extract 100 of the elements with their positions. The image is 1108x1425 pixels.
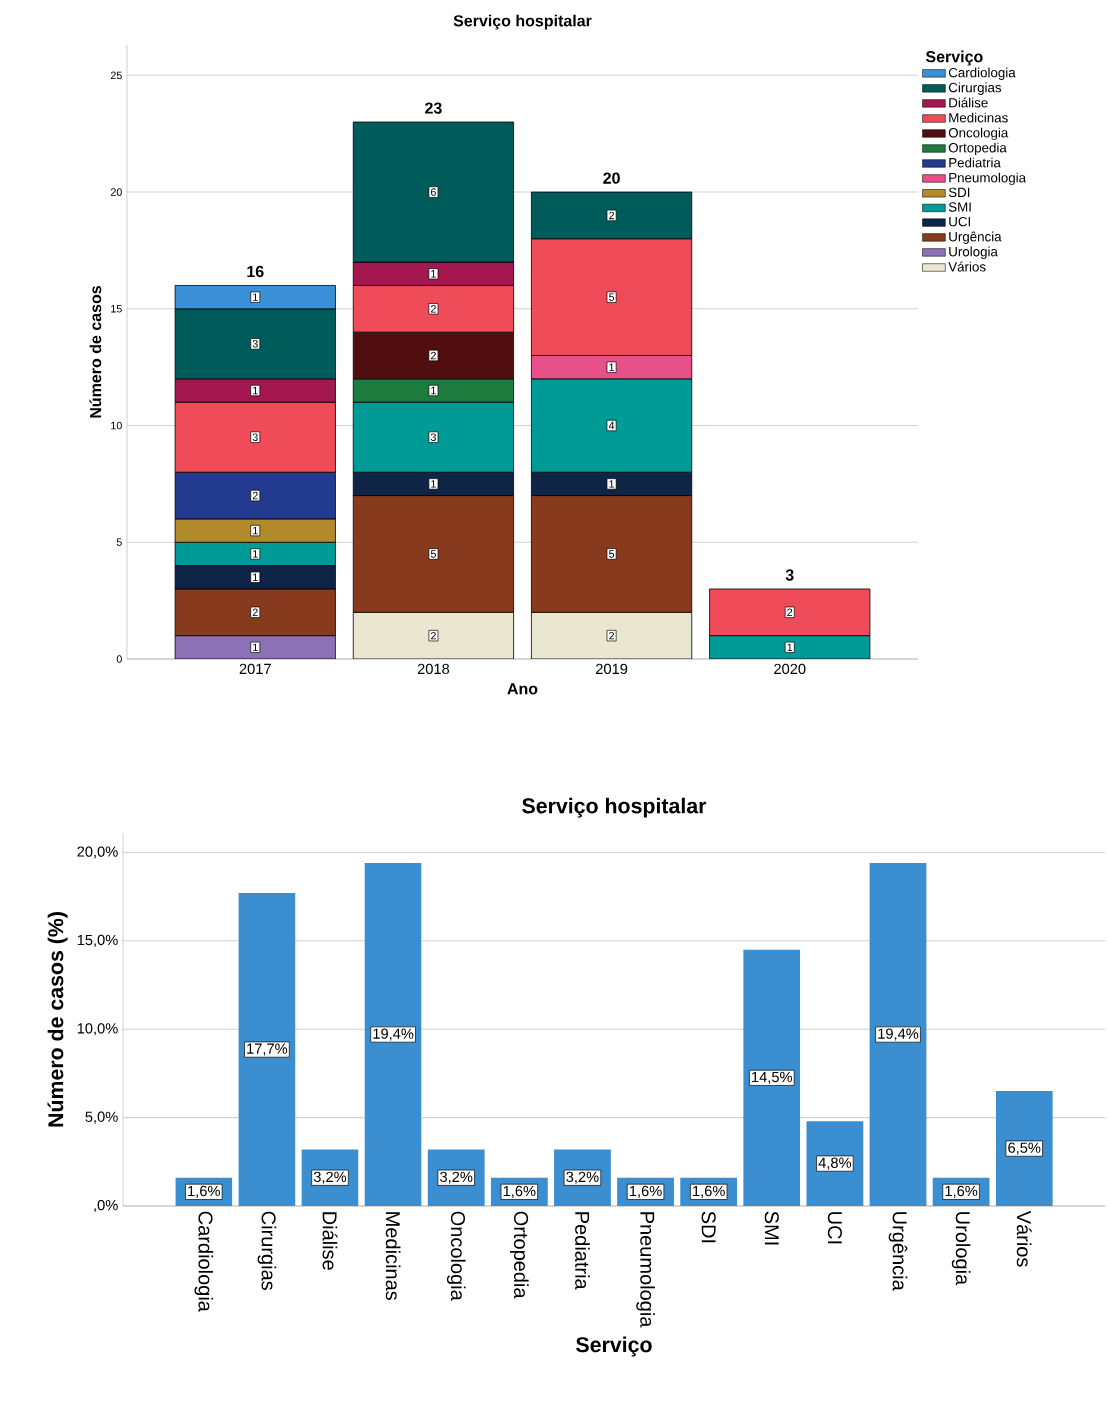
- y-tick-label: 20,0%: [77, 846, 118, 859]
- y-tick-label: ,0%: [94, 1199, 118, 1213]
- data-label: 2: [609, 631, 615, 640]
- bar: [869, 863, 927, 1206]
- legend-label: Pneumologia: [949, 172, 1027, 186]
- data-label: 2: [431, 631, 436, 640]
- data-label: 1: [253, 293, 258, 301]
- bar: [995, 1091, 1053, 1206]
- data-label: 1: [431, 270, 436, 278]
- data-label: 14,5%: [752, 1071, 793, 1084]
- x-tick-label: Vários: [1016, 1210, 1032, 1267]
- total-label: 20: [603, 172, 620, 184]
- y-tick-label: 20: [110, 188, 122, 196]
- x-axis-title: Ano: [507, 683, 538, 695]
- data-label: 2: [431, 351, 436, 360]
- legend-label: SMI: [948, 202, 971, 212]
- data-label: 2: [252, 608, 258, 617]
- y-tick-label: 10: [111, 421, 122, 430]
- data-label: 1: [431, 386, 436, 395]
- y-axis-title: Número de casos (%): [47, 912, 68, 1127]
- data-label: 1: [253, 550, 258, 558]
- data-label: 6: [431, 188, 436, 196]
- data-label: 1: [253, 386, 258, 395]
- data-label: 5: [430, 550, 436, 558]
- data-label: 4: [608, 421, 615, 430]
- x-tick-label: Diálise: [322, 1212, 338, 1270]
- data-label: 1,6%: [188, 1185, 220, 1198]
- data-label: 1: [253, 643, 258, 651]
- data-label: 1: [609, 480, 615, 488]
- data-label: 1: [609, 363, 615, 371]
- y-tick-label: 15,0%: [77, 934, 118, 947]
- bar: [364, 863, 422, 1206]
- legend-label: Cardiologia: [948, 67, 1016, 80]
- data-label: 1: [253, 573, 258, 581]
- data-label: 1,6%: [503, 1185, 536, 1198]
- data-label: 2: [252, 491, 258, 500]
- legend-label: UCI: [949, 216, 970, 227]
- data-label: 4,8%: [818, 1157, 852, 1170]
- y-tick-label: 25: [110, 71, 122, 80]
- legend-label: Oncologia: [948, 127, 1009, 141]
- data-label: 3: [430, 433, 436, 441]
- x-tick-label: Cardiologia: [194, 1211, 214, 1312]
- y-tick-label: 5,0%: [85, 1111, 118, 1124]
- x-tick-label: Urgência: [888, 1212, 908, 1291]
- chart-title: Serviço hospitalar: [522, 797, 707, 818]
- x-tick-label: Oncologia: [446, 1211, 466, 1301]
- legend-label: Diálise: [949, 97, 988, 108]
- data-label: 1,6%: [629, 1185, 662, 1198]
- x-tick-label: UCI: [827, 1212, 842, 1244]
- total-label: 16: [247, 265, 264, 278]
- data-label: 1: [787, 643, 793, 651]
- x-tick-label: 2018: [417, 663, 450, 675]
- x-tick-label: Urologia: [951, 1212, 971, 1286]
- y-axis-title: Número de casos: [89, 285, 102, 418]
- legend-title: Serviço: [925, 50, 983, 66]
- legend-label: Cirurgias: [948, 82, 1002, 95]
- y-tick-label: 5: [116, 538, 122, 546]
- x-tick-label: Medicinas: [385, 1212, 401, 1300]
- data-label: 1: [253, 526, 258, 535]
- data-label: 1,6%: [945, 1185, 978, 1198]
- data-label: 3,2%: [440, 1171, 473, 1184]
- y-tick-label: 10,0%: [77, 1023, 118, 1036]
- x-tick-label: 2017: [239, 663, 271, 675]
- data-label: 3: [252, 340, 258, 348]
- total-label: 23: [425, 102, 442, 114]
- x-tick-label: Cirurgias: [257, 1211, 277, 1290]
- legend-label: Pediatria: [949, 157, 1001, 168]
- legend-label: Ortopedia: [948, 142, 1007, 156]
- data-label: 3,2%: [313, 1171, 347, 1184]
- data-label: 1,6%: [693, 1185, 725, 1198]
- legend-label: Urgência: [949, 231, 1002, 245]
- data-label: 5: [609, 550, 615, 558]
- x-tick-label: Ortopedia: [510, 1211, 529, 1299]
- data-label: 2: [431, 305, 436, 313]
- data-label: 5: [609, 293, 615, 301]
- data-label: 1: [431, 480, 436, 488]
- y-tick-label: 15: [111, 305, 122, 313]
- data-label: 2: [609, 211, 615, 220]
- legend-label: Medicinas: [949, 112, 1008, 123]
- data-label: 17,7%: [247, 1043, 288, 1056]
- data-label: 19,4%: [878, 1028, 919, 1041]
- x-tick-label: SDI: [701, 1211, 716, 1243]
- data-label: 3: [252, 433, 258, 441]
- legend-label: SDI: [948, 187, 970, 198]
- data-label: 2: [787, 608, 793, 617]
- bar: [238, 893, 296, 1206]
- chart-title: Serviço hospitalar: [453, 14, 592, 30]
- bar: [743, 949, 801, 1206]
- x-tick-label: Pediatria: [575, 1212, 590, 1290]
- x-tick-label: SMI: [764, 1211, 779, 1245]
- data-label: 6,5%: [1008, 1142, 1041, 1155]
- total-label: 3: [785, 569, 794, 581]
- legend-label: Urologia: [949, 246, 998, 260]
- x-tick-label: Pneumologia: [636, 1212, 655, 1328]
- x-axis-title: Serviço: [576, 1336, 652, 1357]
- x-tick-label: 2020: [774, 663, 806, 675]
- y-tick-label: 0: [116, 655, 122, 663]
- data-label: 3,2%: [566, 1171, 599, 1184]
- legend-label: Vários: [948, 261, 986, 272]
- x-tick-label: 2019: [596, 663, 628, 675]
